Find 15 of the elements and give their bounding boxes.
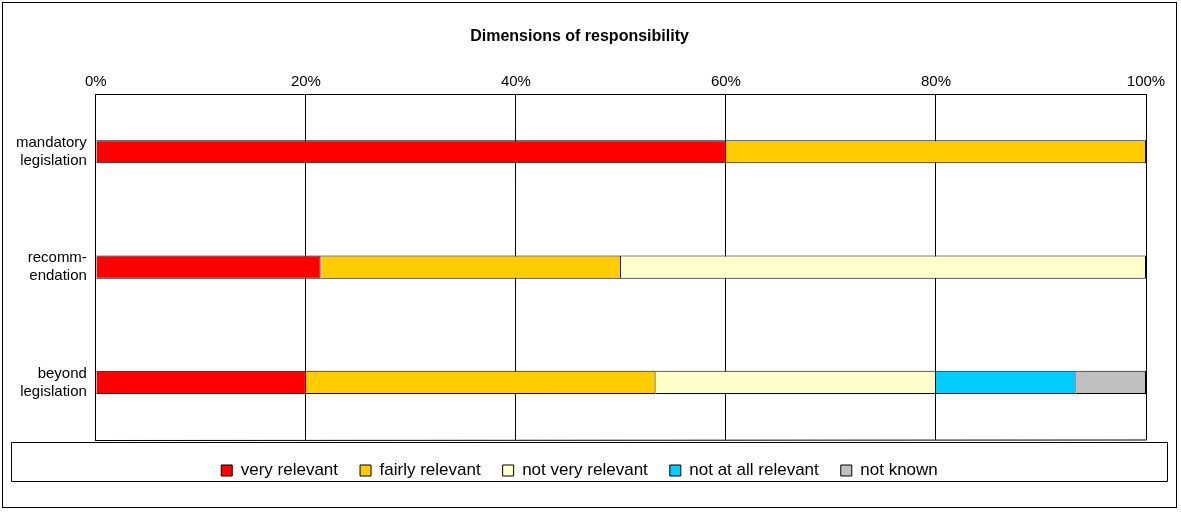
y-tick-label: mandatory legislation (15, 132, 88, 168)
x-tick-label: 80% (920, 72, 951, 90)
legend-label: not very relevant (522, 460, 649, 480)
legend-label: not at all relevant (689, 460, 820, 480)
y-tick-label: beyond legislation (20, 363, 87, 399)
y-tick-label: recomm- endation (27, 248, 87, 284)
legend-label: very relevant (240, 460, 339, 480)
chart-title: Dimensions of responsibility (470, 27, 689, 45)
legend-label: not known (860, 460, 938, 480)
x-tick-label: 0% (85, 72, 107, 90)
x-tick-label: 40% (500, 72, 531, 90)
x-tick-label: 20% (290, 72, 321, 90)
x-tick-label: 100% (1126, 72, 1166, 90)
x-tick-label: 60% (710, 72, 741, 90)
legend-label: fairly relevant (379, 460, 481, 480)
